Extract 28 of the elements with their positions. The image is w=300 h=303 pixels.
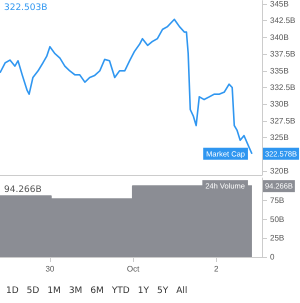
y-tick-label: 337.5B — [270, 50, 296, 59]
text: 1D — [6, 286, 19, 296]
y-tick-label: 0 — [270, 252, 275, 262]
y-tick-label: 330B — [270, 100, 289, 109]
y-tick-label: 335B — [270, 66, 289, 76]
annotation: 94.266B — [4, 185, 42, 195]
y-tick-label: 340B — [270, 32, 289, 42]
x-tick-label: 2 — [214, 264, 220, 274]
y-tick-label: 50B — [270, 214, 284, 224]
text: All — [176, 286, 188, 296]
y-tick-label: 25B — [270, 234, 284, 243]
y-tick-label: 345B — [270, 0, 289, 8]
y-tick-label: 332.5B — [270, 82, 296, 92]
text: YTD — [112, 286, 130, 296]
x-tick-label: Oct — [126, 264, 140, 274]
text: 1Y — [138, 286, 149, 296]
text: 5D — [26, 286, 40, 296]
text: 1M — [47, 286, 61, 296]
y-tick-label: 342.5B — [270, 16, 296, 26]
y-tick-label: 75B — [270, 196, 284, 206]
annotation: 322.503B — [4, 3, 48, 13]
text: 3M — [68, 286, 82, 296]
text: 6M — [90, 286, 104, 296]
y-tick-label: 320B — [270, 166, 289, 176]
y-tick-label: 325B — [270, 133, 289, 142]
x-tick-label: 30 — [45, 264, 55, 274]
y-tick-label: 327.5B — [270, 116, 296, 126]
text: 5Y — [156, 286, 168, 296]
